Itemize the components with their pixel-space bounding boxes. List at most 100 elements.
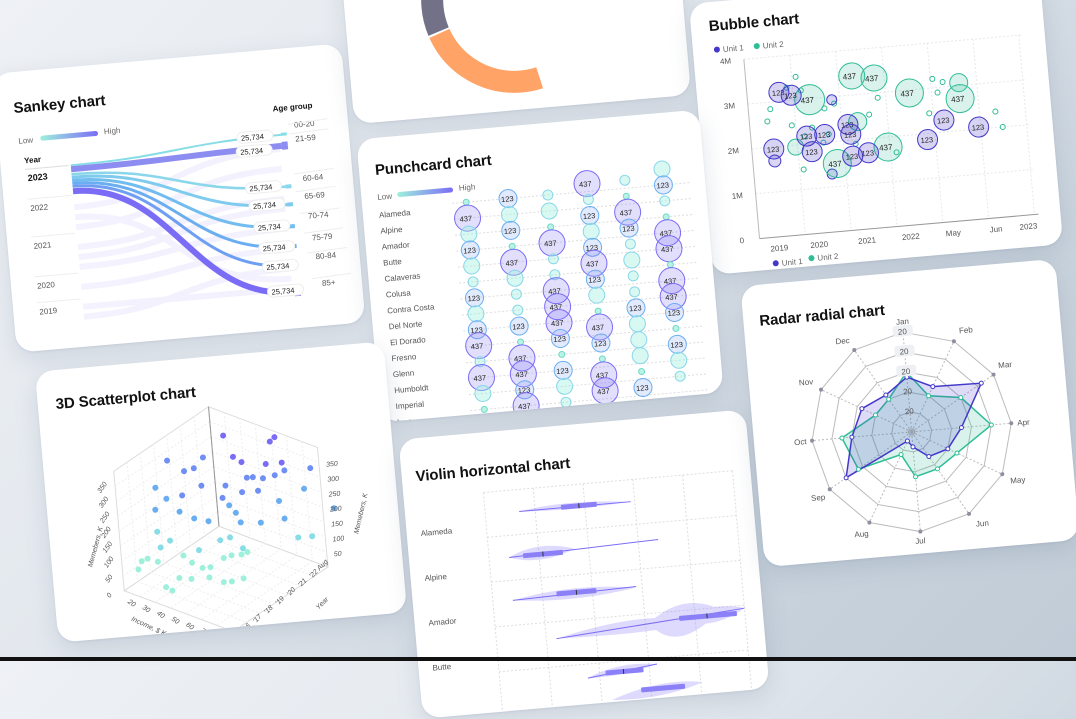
- svg-text:437: 437: [459, 214, 472, 224]
- svg-text:2021: 2021: [858, 235, 877, 246]
- svg-text:Contra Costa: Contra Costa: [387, 302, 435, 315]
- svg-text:437: 437: [619, 208, 632, 218]
- svg-text:437: 437: [515, 369, 528, 379]
- scatter3d-z-ticks-left: 0 50 100 150 200 250 300 350 Memebers, K: [80, 481, 119, 602]
- svg-text:250: 250: [327, 491, 340, 499]
- svg-text:437: 437: [470, 341, 483, 351]
- svg-text:437: 437: [505, 258, 518, 268]
- svg-text:'16: '16: [241, 622, 252, 633]
- svg-text:High: High: [459, 182, 476, 192]
- bubble-y-ticks: 0 1M 2M 3M 4M: [720, 56, 748, 245]
- svg-text:2020: 2020: [37, 280, 56, 291]
- scatter3d-chart: 0 50 100 150 200 250 300 350 Memebers, K…: [35, 341, 407, 642]
- svg-text:Oct: Oct: [794, 437, 808, 447]
- svg-text:300: 300: [327, 476, 339, 484]
- svg-text:1M: 1M: [731, 191, 743, 201]
- punchcard-column-2: 123 123 437 123 437 437 123 437: [494, 188, 540, 419]
- svg-text:85+: 85+: [322, 278, 337, 288]
- svg-text:123: 123: [512, 322, 525, 332]
- svg-text:123: 123: [556, 366, 569, 376]
- svg-text:30: 30: [141, 604, 151, 614]
- svg-text:'17: '17: [252, 613, 264, 625]
- svg-text:2021: 2021: [33, 240, 52, 251]
- violin-chart: Alameda Alpine Amador Butte: [398, 409, 769, 718]
- svg-text:100: 100: [103, 556, 115, 570]
- svg-text:Jun: Jun: [976, 519, 990, 529]
- svg-text:437: 437: [665, 292, 678, 302]
- svg-text:20: 20: [899, 347, 909, 357]
- svg-text:Jun: Jun: [989, 224, 1003, 234]
- svg-text:'18: '18: [263, 604, 274, 615]
- donut-chart: [331, 0, 691, 124]
- svg-text:60-64: 60-64: [302, 172, 324, 183]
- scatter3d-card: 3D Scatterplot chart: [35, 341, 407, 642]
- punchcard-chart: Low High Alameda Alpine Amador Butte Cal…: [356, 110, 723, 423]
- svg-text:437: 437: [579, 179, 592, 189]
- svg-text:0: 0: [106, 592, 114, 599]
- svg-text:Sep: Sep: [811, 493, 827, 503]
- svg-text:0: 0: [739, 236, 745, 245]
- svg-text:200: 200: [329, 506, 342, 514]
- svg-text:123: 123: [501, 194, 514, 204]
- svg-text:50: 50: [334, 551, 342, 559]
- z-axis-label-right: Memebers, K: [353, 492, 369, 534]
- svg-text:437: 437: [828, 159, 843, 169]
- bubble-legend-top: Unit 1 Unit 2: [714, 40, 785, 55]
- punchcard-column-1: 437 123 123 123 437 437: [453, 198, 498, 413]
- svg-text:Jan: Jan: [896, 317, 910, 327]
- svg-text:150: 150: [331, 520, 343, 528]
- svg-text:70: 70: [199, 627, 209, 637]
- svg-text:Nov: Nov: [799, 377, 814, 387]
- svg-text:123: 123: [656, 180, 669, 190]
- svg-text:Butte: Butte: [383, 257, 403, 268]
- punchcard-column-5: 437 123 123 123: [611, 174, 656, 397]
- year-labels: 2023 2022 2021 2020 2019: [25, 165, 82, 316]
- svg-text:123: 123: [629, 303, 642, 313]
- bubble-legend-bottom: Unit 1 Unit 2: [772, 252, 839, 269]
- svg-text:123: 123: [817, 130, 830, 140]
- legend-low: Low: [18, 135, 34, 145]
- svg-text:123: 123: [594, 339, 607, 349]
- violin-alameda: [519, 498, 631, 514]
- svg-text:80: 80: [213, 633, 223, 643]
- svg-text:2022: 2022: [902, 232, 921, 243]
- svg-text:437: 437: [661, 244, 674, 254]
- svg-text:123: 123: [467, 293, 480, 303]
- svg-text:'20: '20: [286, 586, 297, 597]
- svg-text:123: 123: [843, 130, 856, 140]
- svg-text:2023: 2023: [1019, 221, 1038, 232]
- svg-text:Apr: Apr: [1017, 418, 1031, 428]
- svg-text:Alameda: Alameda: [379, 208, 412, 220]
- svg-text:Mar: Mar: [998, 360, 1013, 370]
- svg-text:123: 123: [784, 91, 797, 101]
- svg-text:2M: 2M: [727, 146, 739, 156]
- svg-text:Jul: Jul: [915, 536, 926, 546]
- svg-text:123: 123: [622, 224, 635, 234]
- svg-text:Unit 1: Unit 1: [781, 257, 803, 268]
- svg-text:40: 40: [155, 610, 165, 620]
- svg-text:123: 123: [670, 340, 683, 350]
- svg-text:21-59: 21-59: [295, 133, 317, 144]
- svg-text:Unit 1: Unit 1: [723, 43, 745, 54]
- donut-segment-orange: [425, 0, 603, 89]
- svg-text:2023: 2023: [27, 171, 48, 183]
- svg-text:123: 123: [920, 135, 933, 145]
- svg-text:123: 123: [636, 383, 649, 393]
- violin-next-row: [611, 680, 704, 701]
- svg-text:Aug: Aug: [854, 529, 869, 539]
- svg-text:Del Norte: Del Norte: [388, 319, 423, 331]
- bubble-card: Bubble chart Unit 1 Unit 2 0 1M 2M 3M 4M…: [689, 0, 1063, 275]
- svg-text:123: 123: [805, 147, 818, 157]
- violin-butte-wide: [554, 598, 746, 647]
- svg-text:123: 123: [971, 123, 984, 133]
- svg-text:20: 20: [903, 387, 913, 397]
- punchcard-card: Punchcard chart Low High Alameda Alpine …: [356, 110, 723, 423]
- svg-text:437: 437: [591, 323, 604, 333]
- z-axis-label-left: Memebers, K: [87, 526, 105, 568]
- svg-text:123: 123: [463, 246, 476, 256]
- svg-text:150: 150: [102, 541, 114, 555]
- svg-text:2022: 2022: [30, 202, 49, 213]
- svg-text:20: 20: [898, 327, 908, 337]
- violin-alpine: [508, 536, 659, 562]
- svg-text:Humboldt: Humboldt: [394, 383, 430, 395]
